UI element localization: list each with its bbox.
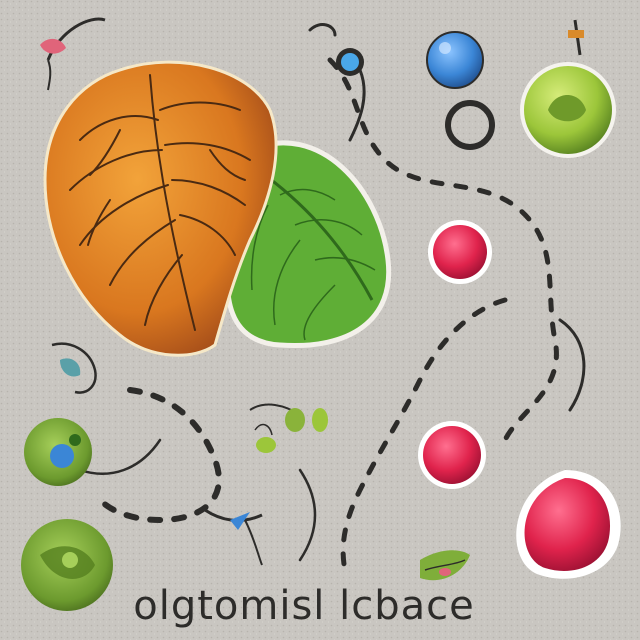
red-blob-large xyxy=(516,470,621,579)
moss-orb-eye xyxy=(24,418,92,486)
dark-ring xyxy=(445,100,495,150)
dotted-trails xyxy=(78,23,586,573)
blue-orb xyxy=(426,31,484,89)
caption-text: olgtomisl lcbace xyxy=(133,583,475,629)
orange-leaf xyxy=(43,60,278,357)
lime-orb xyxy=(520,19,616,158)
moss-orb-large xyxy=(21,519,113,611)
swirl-creature xyxy=(51,342,97,394)
worm-creature xyxy=(40,17,106,91)
leafy-sprig xyxy=(420,550,470,581)
winged-creature xyxy=(204,508,263,566)
red-blob-small xyxy=(428,220,492,284)
blue-eye xyxy=(336,48,364,76)
red-blob-medium xyxy=(418,421,486,489)
small-sprouts xyxy=(249,403,328,453)
